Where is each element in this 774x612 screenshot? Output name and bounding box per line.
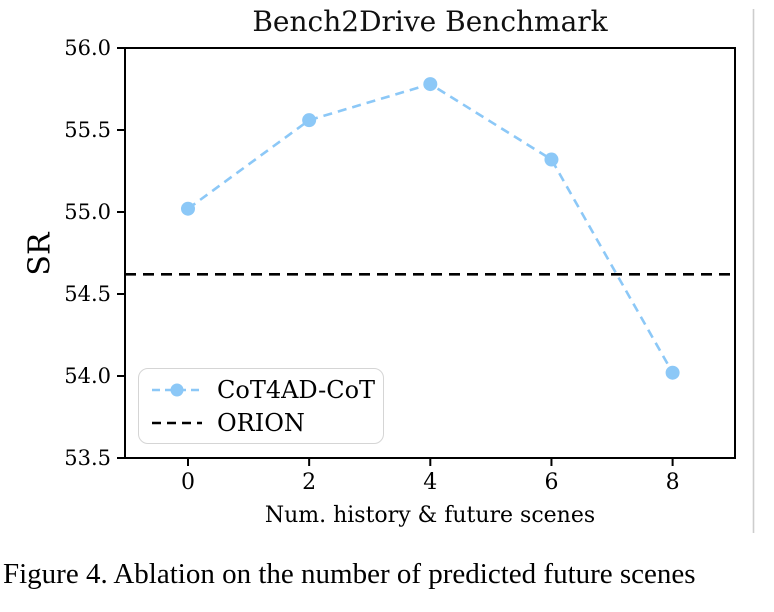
plot-spines [124,47,736,459]
bench2drive-chart: Bench2Drive Benchmark SR Num. history & … [22,5,755,533]
x-tick-label: 8 [665,470,680,495]
axis-ticks [117,47,674,466]
x-tick-label: 4 [423,470,438,495]
cot4ad-sample-marker [170,383,184,396]
legend-label-cot4ad: CoT4AD-CoT [217,375,376,404]
y-tick-label: 55.0 [64,200,111,224]
y-tick-label: 56.0 [64,36,111,60]
y-axis-label: SR [22,232,58,276]
figure-caption: Figure 4. Ablation on the number of pred… [3,558,696,590]
legend: CoT4AD-CoT ORION [138,368,384,444]
legend-entry-orion: ORION [151,407,383,439]
chart-title: Bench2Drive Benchmark [252,5,608,38]
legend-label-orion: ORION [217,408,305,437]
plot-canvas [117,9,755,533]
legend-entry-cot4ad: CoT4AD-CoT [151,374,383,406]
x-tick-label: 0 [180,470,195,495]
cot4ad-series [180,77,680,380]
x-tick-label: 6 [544,470,559,495]
y-tick-label: 54.0 [64,364,111,388]
y-tick-label: 55.5 [64,118,111,142]
x-axis-label: Num. history & future scenes [264,503,596,528]
y-tick-label: 54.5 [64,282,111,306]
y-tick-label: 53.5 [64,446,111,470]
orion-line-sample [152,421,202,424]
cot4ad-line-sample [152,383,202,396]
x-tick-label: 2 [302,470,317,495]
